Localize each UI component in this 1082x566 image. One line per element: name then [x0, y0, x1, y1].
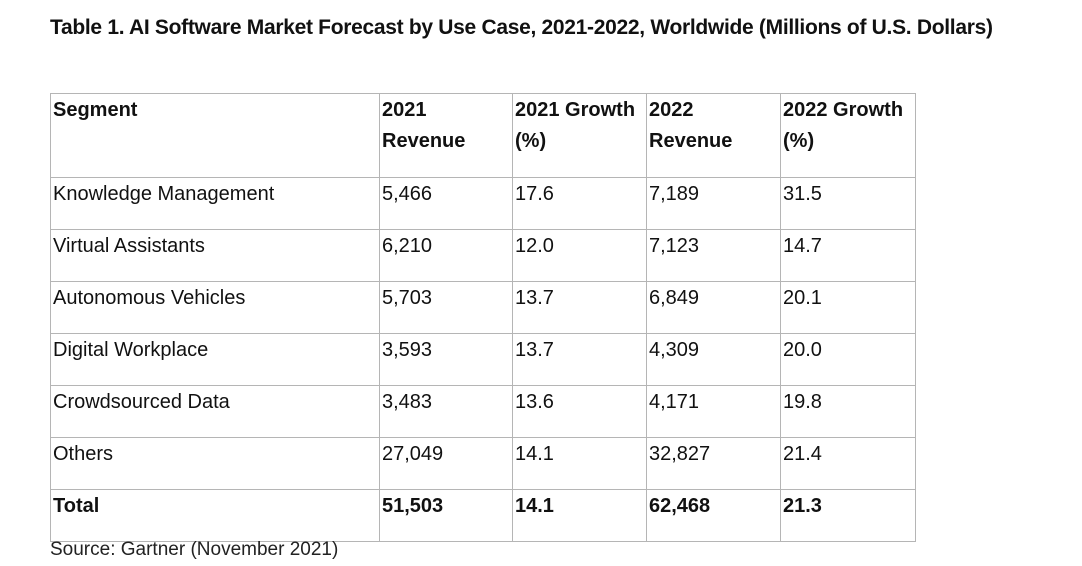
table-total-row: Total 51,503 14.1 62,468 21.3: [50, 489, 916, 542]
header-2022-revenue: 2022 Revenue: [646, 93, 781, 178]
table-row: Digital Workplace 3,593 13.7 4,309 20.0: [50, 333, 916, 386]
cell-2022-revenue: 7,189: [646, 177, 781, 230]
cell-2022-growth: 31.5: [780, 177, 916, 230]
cell-2022-revenue: 4,171: [646, 385, 781, 438]
cell-segment: Digital Workplace: [50, 333, 380, 386]
cell-2021-revenue: 5,703: [379, 281, 513, 334]
cell-2022-growth: 21.4: [780, 437, 916, 490]
cell-2021-growth: 13.7: [512, 281, 647, 334]
cell-2021-revenue: 3,593: [379, 333, 513, 386]
cell-2021-revenue: 6,210: [379, 229, 513, 282]
table-title: Table 1. AI Software Market Forecast by …: [50, 16, 993, 39]
cell-2022-revenue: 32,827: [646, 437, 781, 490]
total-2021-growth: 14.1: [512, 489, 647, 542]
header-segment: Segment: [50, 93, 380, 178]
cell-2021-revenue: 27,049: [379, 437, 513, 490]
table-row: Crowdsourced Data 3,483 13.6 4,171 19.8: [50, 385, 916, 438]
cell-2022-revenue: 4,309: [646, 333, 781, 386]
header-2021-growth: 2021 Growth (%): [512, 93, 647, 178]
cell-2021-revenue: 5,466: [379, 177, 513, 230]
total-segment: Total: [50, 489, 380, 542]
cell-2022-revenue: 6,849: [646, 281, 781, 334]
cell-2021-revenue: 3,483: [379, 385, 513, 438]
cell-2021-growth: 12.0: [512, 229, 647, 282]
cell-2022-growth: 20.0: [780, 333, 916, 386]
cell-2022-growth: 19.8: [780, 385, 916, 438]
table-row: Virtual Assistants 6,210 12.0 7,123 14.7: [50, 229, 916, 282]
cell-2021-growth: 14.1: [512, 437, 647, 490]
total-2022-revenue: 62,468: [646, 489, 781, 542]
cell-segment: Autonomous Vehicles: [50, 281, 380, 334]
cell-2022-growth: 20.1: [780, 281, 916, 334]
total-2021-revenue: 51,503: [379, 489, 513, 542]
table-header-row: Segment 2021 Revenue 2021 Growth (%) 202…: [50, 93, 916, 178]
cell-2021-growth: 13.7: [512, 333, 647, 386]
cell-2022-revenue: 7,123: [646, 229, 781, 282]
cell-segment: Knowledge Management: [50, 177, 380, 230]
table-row: Others 27,049 14.1 32,827 21.4: [50, 437, 916, 490]
cell-segment: Crowdsourced Data: [50, 385, 380, 438]
table-row: Knowledge Management 5,466 17.6 7,189 31…: [50, 177, 916, 230]
forecast-table: Segment 2021 Revenue 2021 Growth (%) 202…: [50, 93, 916, 542]
source-note: Source: Gartner (November 2021): [50, 539, 339, 560]
cell-segment: Others: [50, 437, 380, 490]
cell-2022-growth: 14.7: [780, 229, 916, 282]
cell-2021-growth: 13.6: [512, 385, 647, 438]
table-row: Autonomous Vehicles 5,703 13.7 6,849 20.…: [50, 281, 916, 334]
header-2022-growth: 2022 Growth (%): [780, 93, 916, 178]
header-2021-revenue: 2021 Revenue: [379, 93, 513, 178]
cell-segment: Virtual Assistants: [50, 229, 380, 282]
cell-2021-growth: 17.6: [512, 177, 647, 230]
total-2022-growth: 21.3: [780, 489, 916, 542]
